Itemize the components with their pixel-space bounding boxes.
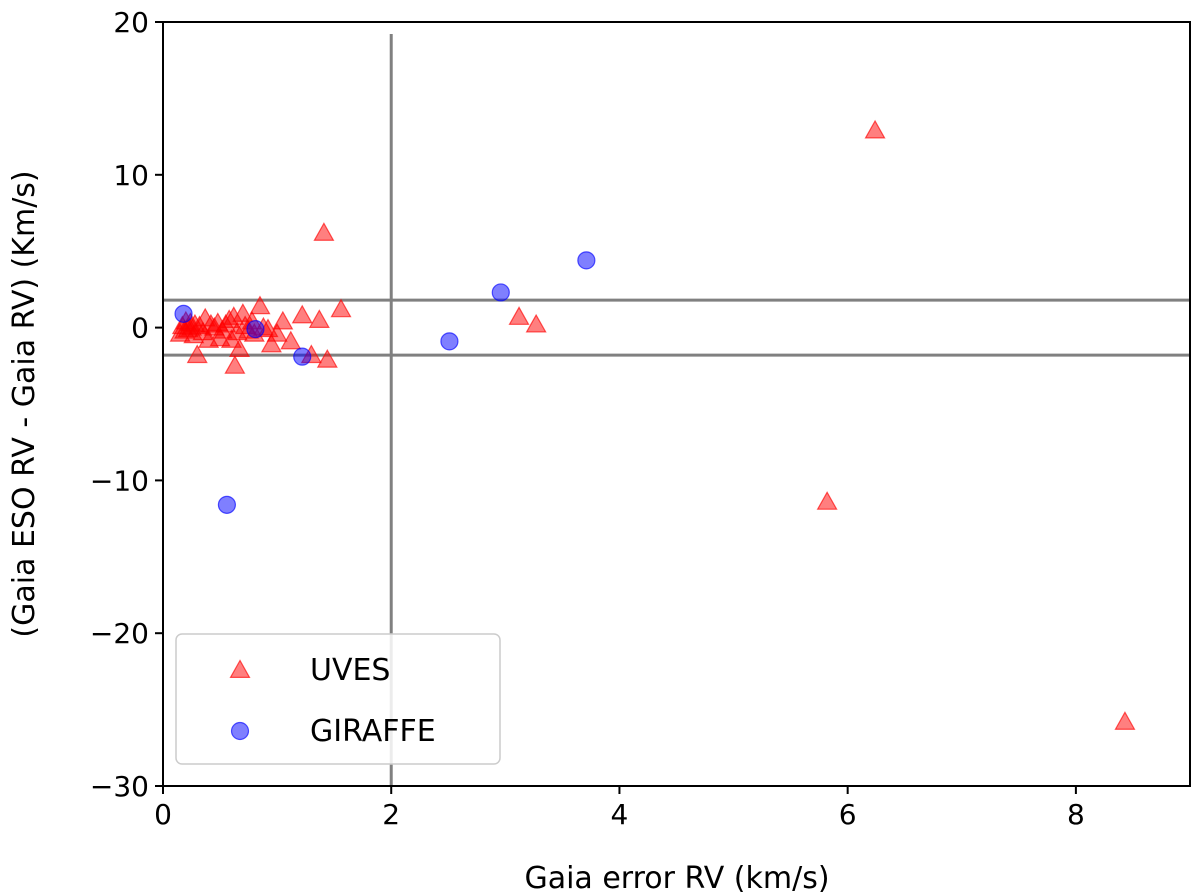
y-tick-label: −30 bbox=[90, 770, 149, 803]
data-points bbox=[169, 119, 1136, 730]
legend: UVES GIRAFFE bbox=[175, 633, 501, 765]
legend-circle-icon bbox=[230, 721, 250, 741]
x-axis-label: Gaia error RV (km/s) bbox=[524, 861, 829, 895]
data-point-uves bbox=[272, 310, 294, 330]
x-tick-label: 4 bbox=[611, 798, 629, 831]
data-point-giraffe bbox=[246, 320, 265, 339]
data-point-uves bbox=[260, 333, 282, 353]
data-point-uves bbox=[508, 306, 530, 325]
x-tick-label: 2 bbox=[382, 798, 400, 831]
x-tick-label: 8 bbox=[1067, 798, 1085, 831]
y-tick-label: 0 bbox=[131, 312, 149, 345]
data-point-uves bbox=[816, 491, 838, 510]
legend-triangle-icon bbox=[229, 659, 251, 679]
data-point-uves bbox=[291, 304, 313, 324]
data-point-uves bbox=[224, 355, 246, 374]
x-axis-ticks: 0 2 4 6 8 bbox=[154, 786, 1085, 831]
data-point-giraffe bbox=[293, 347, 312, 366]
x-tick-label: 6 bbox=[839, 798, 857, 831]
data-point-uves bbox=[266, 322, 288, 342]
data-point-giraffe bbox=[174, 304, 193, 323]
series-uves bbox=[169, 119, 1136, 730]
x-tick-label: 0 bbox=[154, 798, 172, 831]
y-tick-label: −20 bbox=[90, 617, 149, 650]
data-point-uves bbox=[249, 295, 271, 315]
y-tick-label: 20 bbox=[113, 6, 149, 39]
data-point-uves bbox=[525, 313, 547, 333]
data-point-giraffe bbox=[440, 332, 459, 351]
plot-frame bbox=[162, 21, 1191, 787]
data-point-uves bbox=[228, 338, 250, 358]
data-point-uves bbox=[186, 344, 208, 364]
data-point-uves bbox=[313, 222, 335, 241]
data-point-uves bbox=[316, 348, 338, 368]
legend-box bbox=[175, 633, 501, 765]
y-tick-label: 10 bbox=[113, 159, 149, 192]
y-axis-ticks: −30 −20 −10 0 10 20 bbox=[90, 6, 163, 803]
y-tick-label: −10 bbox=[90, 464, 149, 497]
legend-giraffe-marker bbox=[230, 721, 250, 741]
legend-giraffe-label: GIRAFFE bbox=[310, 714, 436, 749]
legend-uves-label: UVES bbox=[310, 653, 390, 688]
data-point-giraffe bbox=[577, 251, 596, 270]
data-point-giraffe bbox=[491, 283, 510, 302]
data-point-uves bbox=[280, 330, 302, 350]
data-point-uves bbox=[864, 119, 886, 139]
series-giraffe bbox=[174, 251, 596, 514]
y-axis-label: (Gaia ESO RV - Gaia RV) (Km/s) bbox=[7, 170, 42, 637]
legend-uves-marker bbox=[229, 659, 251, 679]
data-point-uves bbox=[330, 298, 352, 318]
data-point-uves bbox=[1114, 711, 1136, 730]
data-point-uves bbox=[308, 309, 330, 328]
data-point-giraffe bbox=[217, 495, 237, 514]
